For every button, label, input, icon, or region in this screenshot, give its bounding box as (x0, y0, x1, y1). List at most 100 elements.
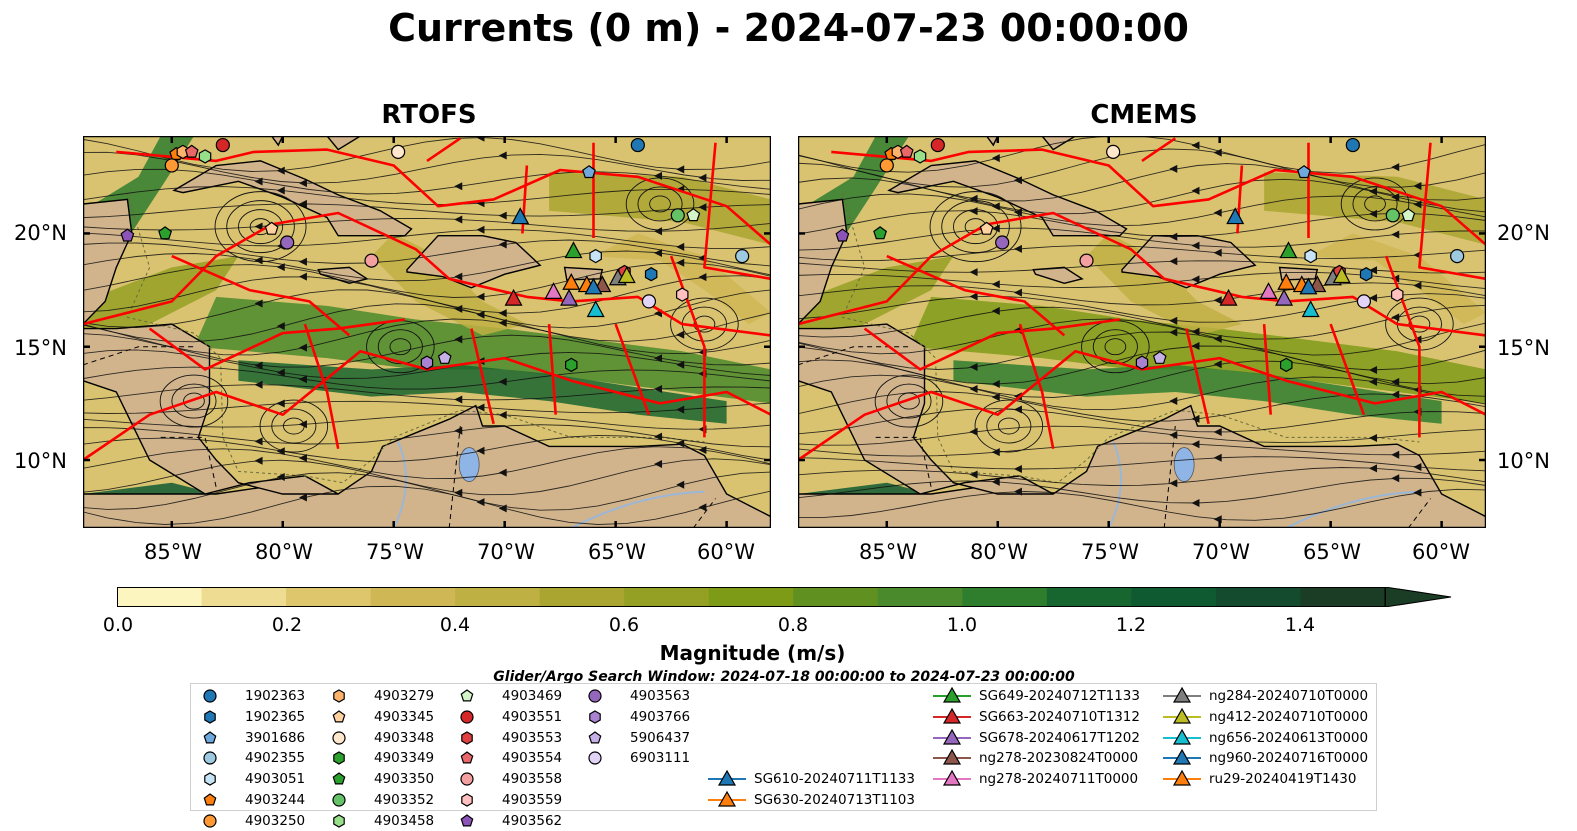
streamline (798, 477, 1486, 504)
streamline-arrow (298, 375, 307, 384)
streamline (83, 366, 771, 390)
lon-label-80w: 80°W (970, 540, 1028, 564)
streamline-arrow (476, 403, 485, 412)
cbar-tick: 0.0 (102, 614, 134, 636)
streamline-arrow (454, 304, 463, 313)
argo-float-marker (1297, 165, 1311, 179)
streamline-arrow (1169, 164, 1178, 173)
glider-marker (564, 241, 583, 259)
glider-marker (504, 288, 523, 306)
streamline-arrow (254, 299, 263, 308)
region-boundary (669, 255, 706, 438)
land (1032, 266, 1084, 285)
streamline-arrow (1169, 316, 1178, 325)
legend-marker (333, 751, 345, 766)
eddy-streamline (637, 186, 683, 222)
streamline-arrow (476, 292, 485, 301)
streamline-arrow (991, 380, 1000, 389)
argo-float-marker (120, 228, 135, 242)
colorbar-segment (455, 587, 541, 607)
legend-glider-icon (708, 790, 746, 807)
legend-triangle (942, 728, 962, 745)
streamline-arrow (1369, 187, 1378, 196)
eddy-streamline (929, 191, 1022, 263)
streamline-arrow (276, 322, 285, 331)
eddy-streamline (282, 417, 305, 435)
glider-marker (1219, 288, 1238, 306)
streamline-arrow (498, 468, 507, 477)
streamline-arrow (1169, 396, 1178, 405)
glider-marker (617, 266, 636, 284)
glider-marker (511, 207, 530, 225)
argo-float-marker (1450, 248, 1465, 264)
streamline-arrow (654, 384, 663, 393)
streamline-arrow (1191, 327, 1200, 336)
legend-label: 4903250 (245, 812, 306, 829)
streamline-arrow (698, 503, 707, 512)
eddy-streamline (259, 399, 329, 453)
streamline-arrow (1013, 392, 1022, 401)
argo-float-marker (158, 226, 173, 240)
colorbar-segment (708, 587, 794, 607)
legend-label: 6903111 (630, 750, 691, 767)
argo-float-marker (979, 221, 994, 235)
streamline (798, 227, 1486, 251)
legend-label: ng278-20230824T0000 (979, 750, 1139, 767)
region-boundary (886, 254, 1066, 337)
panel-title-rtofs: RTOFS (381, 100, 477, 130)
streamline (83, 262, 771, 298)
eddy-streamline (377, 329, 423, 365)
streamline (83, 446, 771, 479)
legend-marker-icon (333, 814, 345, 828)
streamline-arrow (676, 405, 685, 414)
eddy-streamline (974, 399, 1044, 453)
region-boundary (547, 324, 557, 415)
legend-glider-icon (1163, 686, 1201, 703)
legend-label: 4903553 (502, 729, 563, 746)
streamline-arrow (454, 215, 463, 224)
legend-marker-icon (332, 710, 346, 723)
legend-marker (588, 730, 602, 744)
argo-float-marker (644, 267, 658, 282)
streamline-arrow (1213, 208, 1222, 217)
argo-float-marker (1152, 350, 1167, 364)
land (83, 323, 339, 495)
land (887, 160, 1128, 237)
streamline-arrow (654, 460, 663, 469)
region-boundary (831, 148, 1486, 246)
argo-float-marker (184, 144, 199, 158)
legend-marker (332, 730, 346, 745)
legend-label: 4903563 (630, 688, 691, 704)
current-magnitude-band (194, 296, 771, 404)
legend-marker-icon (461, 793, 473, 807)
legend-marker (460, 814, 474, 827)
legend-label: SG678-20240617T1202 (979, 729, 1140, 746)
streamline-arrow (1213, 334, 1222, 343)
lon-label-85w: 85°W (144, 540, 202, 564)
lon-label-80w: 80°W (255, 540, 313, 564)
legend-triangle (1172, 686, 1192, 703)
streamline-arrow (1413, 182, 1422, 191)
eddy-streamline (649, 195, 671, 213)
legend-marker (333, 689, 345, 703)
legend-marker (203, 814, 217, 828)
lon-label-60w: 60°W (1412, 540, 1470, 564)
streamline-arrow (476, 446, 485, 455)
streamline-arrow (991, 202, 1000, 211)
eddy-streamline (226, 200, 295, 254)
colorbar (117, 587, 1452, 607)
land (406, 234, 542, 289)
legend-marker-icon (588, 751, 602, 765)
argo-float-marker (899, 144, 914, 158)
argo-float-marker (589, 248, 602, 264)
streamline-arrow (298, 179, 307, 188)
streamline-arrow (254, 177, 263, 186)
region-boundary (171, 254, 351, 337)
current-magnitude-band (1264, 172, 1486, 245)
river (392, 441, 407, 528)
panel-title-cmems: CMEMS (1090, 100, 1198, 130)
glider-marker (1301, 300, 1320, 318)
eddy-streamline (997, 417, 1020, 435)
colorbar-segment (962, 587, 1048, 607)
legend-label: ng656-20240613T0000 (1209, 729, 1369, 746)
